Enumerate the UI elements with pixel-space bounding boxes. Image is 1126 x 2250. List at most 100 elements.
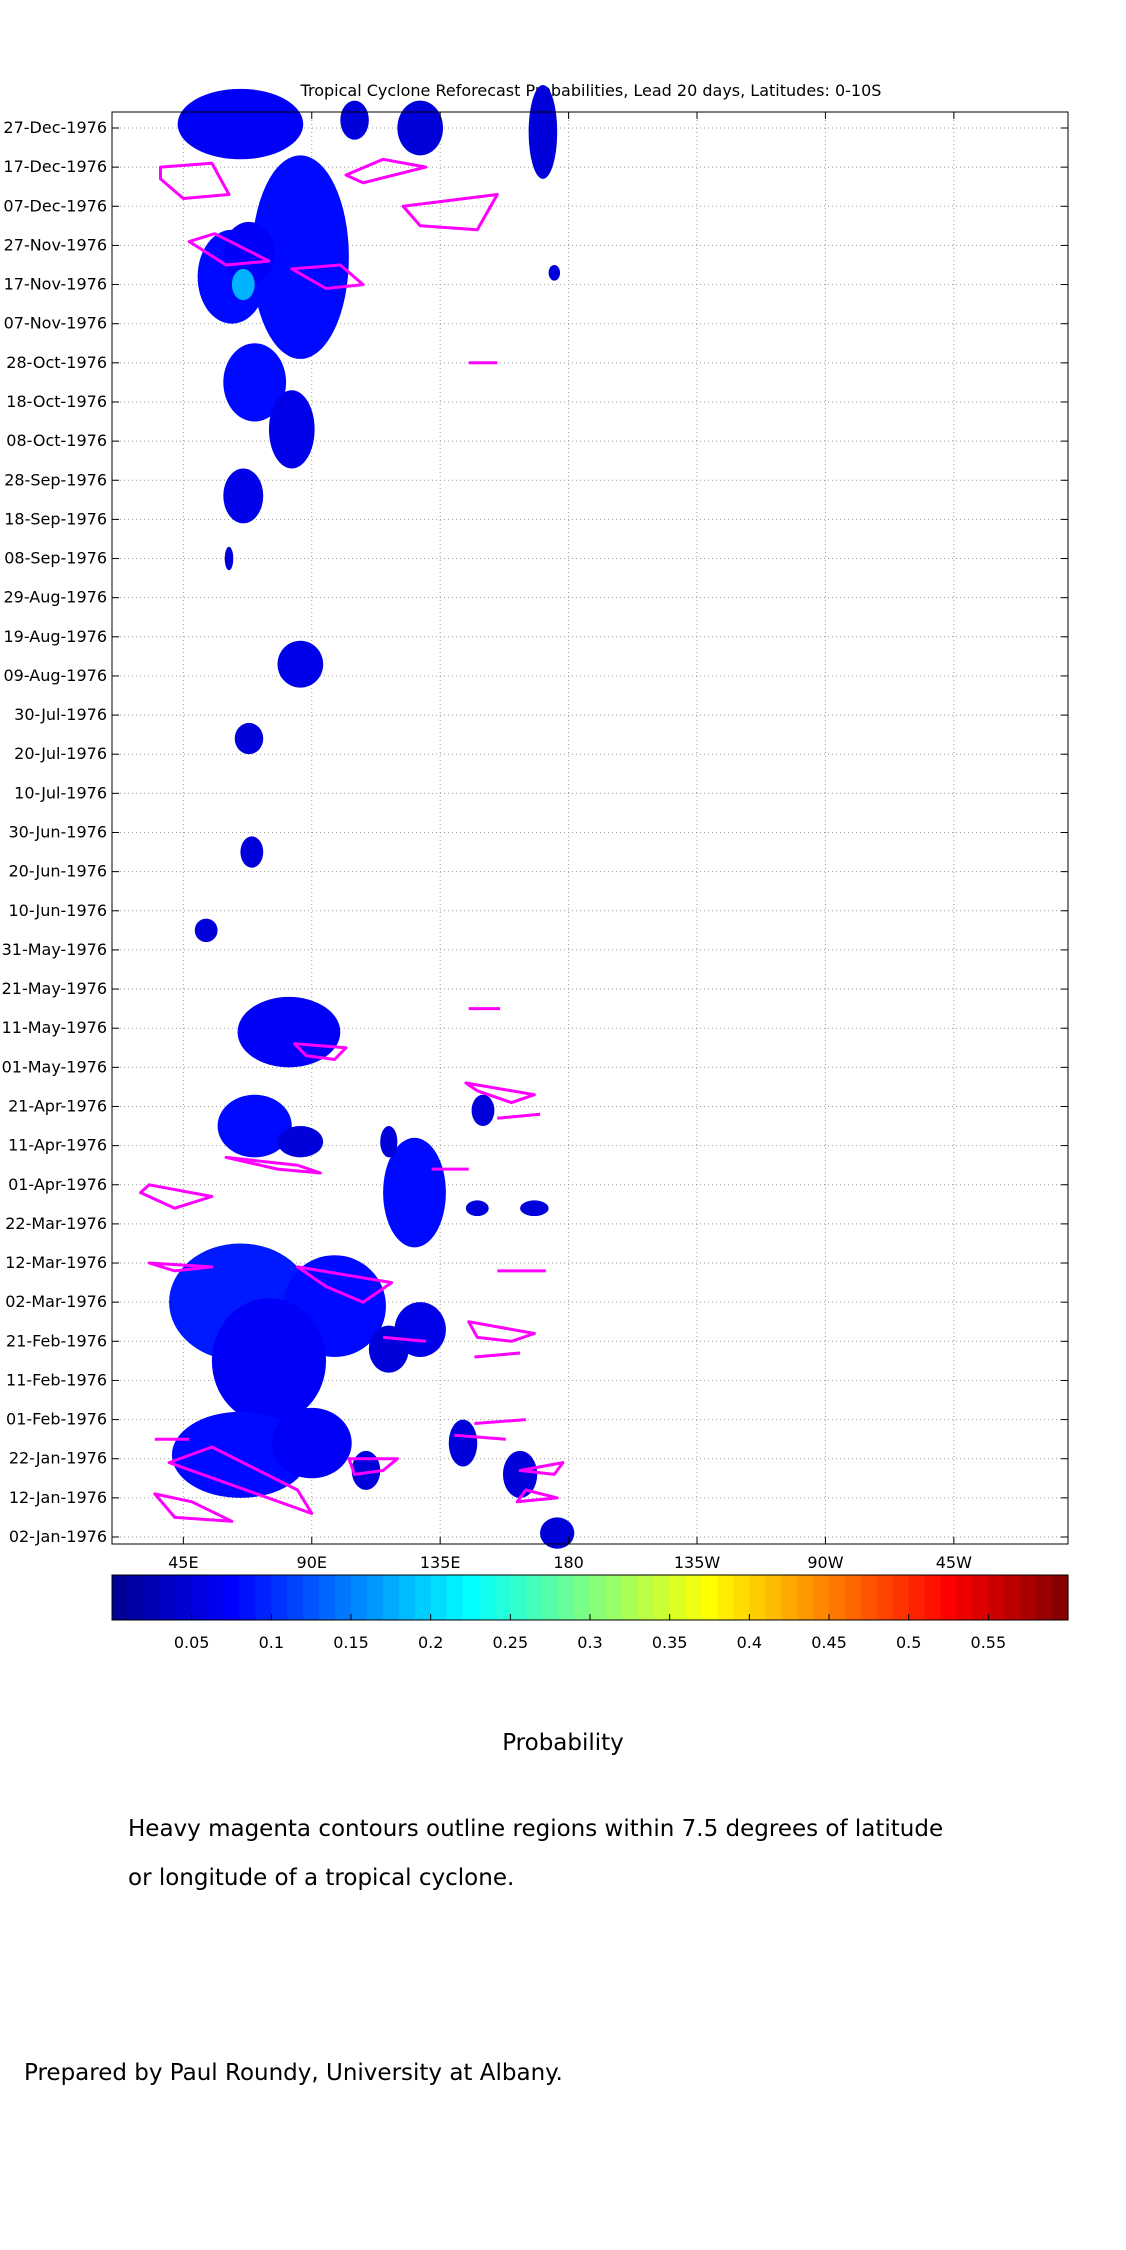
probability-blob [211,1298,327,1424]
y-tick-label: 20-Jun-1976 [8,862,107,881]
colorbar-cell [526,1575,543,1620]
cyclone-contour [293,1042,348,1061]
footnote-line-2: or longitude of a tropical cyclone. [128,1865,515,1891]
colorbar-cell [749,1575,766,1620]
colorbar-cell [908,1575,926,1620]
footnote: Heavy magenta contours outline regions w… [128,1805,1028,1903]
x-tick-label: 180 [553,1553,584,1572]
cyclone-contour [474,1418,526,1425]
y-tick-label: 01-May-1976 [2,1057,107,1076]
y-tick-label: 10-Jun-1976 [8,901,107,920]
cyclone-contour [347,1457,399,1476]
colorbar-tick-label: 0.15 [333,1633,369,1652]
y-tick-label: 21-Apr-1976 [8,1096,107,1115]
y-tick-label: 11-Feb-1976 [6,1370,107,1389]
colorbar-cell [127,1575,145,1620]
probability-blob [217,1094,292,1158]
probability-blob [548,264,561,281]
colorbar-cell [494,1575,511,1620]
colorbar-cell [239,1575,256,1620]
y-tick-label: 27-Dec-1976 [3,118,107,137]
colorbar-cell [621,1575,639,1620]
colorbar-cell [430,1575,448,1620]
colorbar-cell [303,1575,320,1620]
y-tick-label: 11-May-1976 [2,1018,107,1037]
cyclone-contour [224,1155,322,1175]
probability-blob [223,343,287,422]
cyclone-contour [497,1112,541,1120]
cyclone-contour [139,1183,214,1210]
y-tick-label: 12-Jan-1976 [9,1488,107,1507]
probability-blob [237,996,341,1068]
y-tick-label: 27-Nov-1976 [4,235,107,254]
colorbar-cell [382,1575,400,1620]
colorbar-cell [1036,1575,1053,1620]
colorbar-cell [207,1575,225,1620]
colorbar-cell [1052,1575,1069,1620]
probability-blob [465,1200,489,1217]
cyclone-contour [382,1335,427,1343]
y-tick-label: 21-Feb-1976 [6,1331,107,1350]
colorbar-cell [924,1575,942,1620]
probability-blob [380,1126,398,1158]
colorbar-tick-label: 0.2 [418,1633,443,1652]
colorbar-cell [605,1575,623,1620]
probability-blob [223,221,275,285]
colorbar-cell [829,1575,846,1620]
probability-blob [351,1450,381,1491]
y-tick-label: 12-Mar-1976 [5,1253,107,1272]
probability-blob [234,722,264,755]
y-tick-label: 01-Apr-1976 [8,1175,107,1194]
y-tick-label: 08-Sep-1976 [4,549,107,568]
y-tick-label: 02-Mar-1976 [5,1292,107,1311]
y-tick-label: 08-Oct-1976 [6,431,107,450]
colorbar-cell [112,1575,129,1620]
cyclone-contour [464,1081,536,1105]
cyclone-contour [187,232,271,267]
chart-figure: Tropical Cyclone Reforecast Probabilitie… [2,81,1069,1652]
y-tick-label: 19-Aug-1976 [3,627,107,646]
y-tick-label: 11-Apr-1976 [8,1136,107,1155]
probability-blob [240,836,264,868]
x-tick-label: 90E [297,1553,327,1572]
colorbar-cell [685,1575,703,1620]
colorbar: 0.05 0.1 0.15 0.2 0.25 0.3 0.35 0.4 0.45 0.5 0.55 [111,1574,1069,1652]
plot-frame [111,111,1069,1545]
colorbar-tick-label: 0.3 [577,1633,602,1652]
axes: 27-Dec-1976 17-Dec-1976 07-Dec-1976 27-Nov-… [2,111,1069,1572]
probability-blob [268,390,315,469]
cyclone-contour [344,157,428,185]
colorbar-tick-label: 0.35 [652,1633,688,1652]
cyclone-contour [515,1488,559,1504]
credit-line: Prepared by Paul Roundy, University at A… [24,2060,563,2086]
colorbar-cell [988,1575,1005,1620]
colorbar-cell [637,1575,655,1620]
probability-blob [277,640,324,688]
colorbar-cell [860,1575,878,1620]
colorbar-cell [653,1575,671,1620]
probability-blob [448,1419,478,1467]
colorbar-cell [191,1575,209,1620]
colorbar-label: Probability [502,1730,624,1756]
colorbar-cell [366,1575,384,1620]
probability-blob [177,88,304,160]
y-tick-label: 07-Nov-1976 [4,314,107,333]
colorbar-cell [287,1575,304,1620]
colorbar-tick-label: 0.5 [896,1633,921,1652]
colorbar-cell [159,1575,177,1620]
y-tick-label: 22-Jan-1976 [9,1449,107,1468]
y-tick-label: 28-Sep-1976 [4,470,107,489]
probability-blob [271,1407,352,1479]
colorbar-tick-label: 0.05 [174,1633,210,1652]
cyclone-contour [296,1265,394,1304]
colorbar-cell [940,1575,958,1620]
colorbar-cell [414,1575,432,1620]
chart-title: Tropical Cyclone Reforecast Probabilitie… [300,81,882,100]
colorbar-cell [876,1575,894,1620]
colorbar-cell [844,1575,862,1620]
x-tick-label: 90W [807,1553,843,1572]
cyclone-contour [159,161,231,200]
colorbar-cell [781,1575,798,1620]
colorbar-cell [590,1575,607,1620]
probability-field [169,84,575,1549]
